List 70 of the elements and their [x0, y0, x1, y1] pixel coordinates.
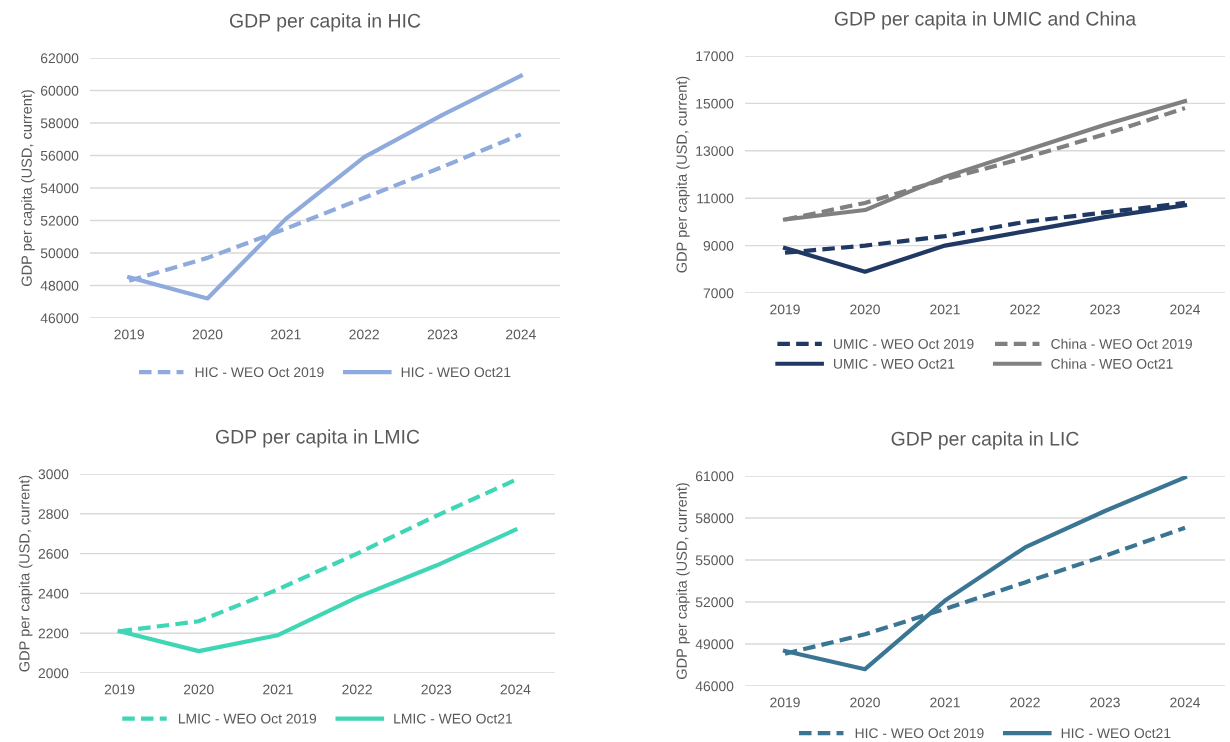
- y-tick-label: 56000: [40, 150, 79, 161]
- y-axis-title: GDP per capita (USD, current): [676, 76, 690, 273]
- y-tick-label: 60000: [40, 85, 79, 96]
- chart-title: GDP per capita in HIC: [229, 13, 421, 32]
- y-tick-label: 3000: [38, 469, 69, 480]
- legend-label: UMIC - WEO Oct21: [834, 358, 955, 369]
- legend-label: HIC - WEO Oct 2019: [855, 728, 984, 739]
- legend-label: China - WEO Oct 2019: [1051, 338, 1192, 349]
- x-tick-label: 2024: [1170, 304, 1201, 315]
- y-tick-label: 2400: [38, 588, 69, 599]
- y-tick-label: 61000: [695, 471, 734, 482]
- y-tick-label: 46000: [695, 681, 734, 692]
- x-tick-label: 2020: [850, 697, 880, 708]
- y-tick-label: 54000: [40, 183, 79, 194]
- y-tick-label: 46000: [40, 313, 79, 324]
- chart-title: GDP per capita in LMIC: [215, 429, 420, 448]
- x-tick-label: 2020: [850, 304, 880, 315]
- y-tick-label: 52000: [40, 215, 79, 226]
- x-tick-label: 2023: [1090, 697, 1120, 708]
- chart-title: GDP per capita in UMIC and China: [834, 11, 1137, 30]
- y-tick-label: 2600: [38, 548, 69, 559]
- line-series: [127, 73, 523, 301]
- x-tick-label: 2023: [1090, 304, 1120, 315]
- x-tick-label: 2024: [1170, 697, 1201, 708]
- x-tick-label: 2022: [342, 684, 372, 695]
- chart-title: GDP per capita in LIC: [891, 431, 1079, 450]
- y-tick-label: 58000: [695, 513, 734, 524]
- x-tick-label: 2021: [930, 304, 960, 315]
- x-tick-label: 2019: [770, 304, 800, 315]
- legend-label: China - WEO Oct21: [1051, 358, 1173, 369]
- x-tick-label: 2023: [421, 684, 452, 695]
- legend-label: HIC - WEO Oct 2019: [195, 367, 324, 378]
- x-tick-label: 2022: [349, 329, 379, 340]
- x-tick-label: 2020: [184, 684, 214, 695]
- y-tick-label: 50000: [40, 248, 79, 259]
- y-tick-label: 11000: [697, 193, 734, 204]
- y-tick-label: 17000: [696, 51, 734, 62]
- y-tick-label: 62000: [40, 53, 79, 64]
- legend-label: HIC - WEO Oct21: [1061, 728, 1171, 739]
- y-tick-label: 52000: [695, 597, 734, 608]
- x-tick-label: 2022: [1010, 697, 1040, 708]
- y-tick-label: 58000: [40, 118, 79, 129]
- legend-label: LMIC - WEO Oct 2019: [178, 713, 317, 724]
- x-tick-label: 2022: [1010, 304, 1040, 315]
- legend-label: HIC - WEO Oct21: [401, 367, 511, 378]
- y-tick-label: 2200: [38, 628, 69, 639]
- y-tick-label: 9000: [703, 240, 734, 251]
- x-tick-label: 2019: [114, 329, 144, 340]
- x-tick-label: 2021: [271, 329, 301, 340]
- y-tick-label: 48000: [40, 280, 79, 291]
- y-tick-label: 2000: [38, 668, 69, 679]
- x-tick-label: 2024: [500, 684, 531, 695]
- legend-label: UMIC - WEO Oct 2019: [834, 339, 974, 349]
- x-tick-label: 2021: [930, 697, 960, 708]
- y-tick-label: 49000: [695, 639, 734, 650]
- y-tick-label: 13000: [696, 146, 734, 156]
- y-tick-label: 55000: [695, 555, 734, 566]
- x-tick-label: 2019: [770, 697, 800, 708]
- x-tick-label: 2023: [427, 329, 458, 340]
- y-axis-title: GDP per capita (USD, current): [18, 475, 33, 672]
- x-tick-label: 2024: [506, 329, 536, 340]
- x-tick-label: 2021: [263, 684, 293, 695]
- y-tick-label: 7000: [703, 288, 734, 299]
- y-axis-title: GDP per capita (USD, current): [21, 90, 35, 287]
- y-axis-title: GDP per capita (USD, current): [676, 483, 690, 680]
- legend-label: LMIC - WEO Oct21: [394, 713, 513, 724]
- x-tick-label: 2019: [104, 684, 135, 695]
- y-tick-label: 2800: [38, 509, 69, 519]
- y-tick-label: 15000: [696, 98, 734, 109]
- x-tick-label: 2020: [192, 329, 223, 340]
